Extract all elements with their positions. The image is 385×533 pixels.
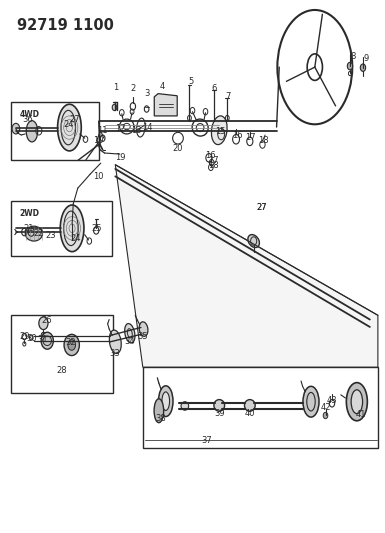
Ellipse shape <box>181 402 189 410</box>
Text: 41: 41 <box>355 410 366 419</box>
Text: 92719 1100: 92719 1100 <box>17 18 114 34</box>
Text: 24: 24 <box>63 120 74 129</box>
Text: 9: 9 <box>364 54 369 62</box>
Text: 7: 7 <box>226 92 231 101</box>
Text: 23: 23 <box>46 231 56 240</box>
Ellipse shape <box>244 400 255 411</box>
Text: 13: 13 <box>131 126 141 135</box>
Text: 27: 27 <box>256 203 266 212</box>
Text: 24: 24 <box>70 235 81 244</box>
Text: 34: 34 <box>124 337 135 346</box>
Ellipse shape <box>351 390 363 414</box>
Text: 20: 20 <box>173 144 183 154</box>
Circle shape <box>323 413 328 419</box>
Text: 16: 16 <box>205 151 215 160</box>
Circle shape <box>68 340 75 350</box>
Text: 12: 12 <box>116 124 126 133</box>
Circle shape <box>112 104 117 111</box>
Text: 31: 31 <box>37 335 48 344</box>
Circle shape <box>41 332 46 338</box>
Bar <box>11 201 112 256</box>
Text: 32: 32 <box>65 338 76 348</box>
Text: 1: 1 <box>114 83 119 92</box>
Text: 5: 5 <box>188 77 193 86</box>
Text: 17: 17 <box>209 156 219 165</box>
Text: 28: 28 <box>57 366 67 375</box>
Text: 30: 30 <box>26 334 37 343</box>
Ellipse shape <box>162 392 169 410</box>
Ellipse shape <box>109 330 121 353</box>
Text: 36: 36 <box>22 115 33 124</box>
Text: 10: 10 <box>93 136 103 145</box>
Ellipse shape <box>159 386 173 417</box>
Text: 38: 38 <box>155 414 166 423</box>
Text: 17: 17 <box>245 133 256 142</box>
Polygon shape <box>115 165 378 367</box>
Circle shape <box>28 228 34 236</box>
Text: 40: 40 <box>244 409 255 418</box>
Text: 10: 10 <box>93 172 103 181</box>
Text: 14: 14 <box>142 123 152 132</box>
Bar <box>143 367 378 448</box>
Text: 8: 8 <box>350 52 356 61</box>
Text: 16: 16 <box>232 131 243 140</box>
Text: 4: 4 <box>160 82 165 91</box>
Text: 21: 21 <box>23 224 34 233</box>
Text: 33: 33 <box>109 350 120 359</box>
Bar <box>11 102 99 160</box>
Ellipse shape <box>58 104 81 151</box>
Text: 6: 6 <box>212 84 217 93</box>
Text: 19: 19 <box>116 154 126 163</box>
Ellipse shape <box>211 116 227 144</box>
Polygon shape <box>154 94 177 116</box>
Circle shape <box>360 64 366 71</box>
Ellipse shape <box>139 322 148 336</box>
Ellipse shape <box>26 120 38 142</box>
Circle shape <box>64 334 79 356</box>
Circle shape <box>12 123 20 134</box>
Ellipse shape <box>214 400 224 411</box>
Ellipse shape <box>303 386 319 417</box>
Text: 26: 26 <box>41 316 52 325</box>
Circle shape <box>41 332 54 349</box>
Text: 15: 15 <box>215 127 225 136</box>
Text: 42: 42 <box>320 403 331 412</box>
Text: 4WD: 4WD <box>19 110 39 119</box>
Ellipse shape <box>248 235 259 247</box>
Text: 22: 22 <box>33 229 44 238</box>
Circle shape <box>347 62 353 70</box>
Ellipse shape <box>125 324 135 343</box>
Text: 27: 27 <box>69 115 80 124</box>
Text: 18: 18 <box>258 136 268 145</box>
Text: 2WD: 2WD <box>19 209 39 217</box>
Text: 2: 2 <box>131 84 136 93</box>
Ellipse shape <box>154 399 164 423</box>
Ellipse shape <box>60 205 84 252</box>
Text: 25: 25 <box>92 224 102 233</box>
Text: 43: 43 <box>327 395 337 405</box>
Text: 3: 3 <box>145 89 150 98</box>
Text: 39: 39 <box>215 409 225 418</box>
Text: 35: 35 <box>137 332 148 341</box>
Ellipse shape <box>346 383 367 421</box>
Circle shape <box>39 317 48 329</box>
Text: 18: 18 <box>209 161 219 170</box>
Text: 11: 11 <box>97 126 108 135</box>
Bar <box>11 316 113 393</box>
Ellipse shape <box>25 226 42 241</box>
Text: 29: 29 <box>19 332 30 341</box>
Text: 27: 27 <box>256 203 266 212</box>
Text: 37: 37 <box>202 436 213 445</box>
